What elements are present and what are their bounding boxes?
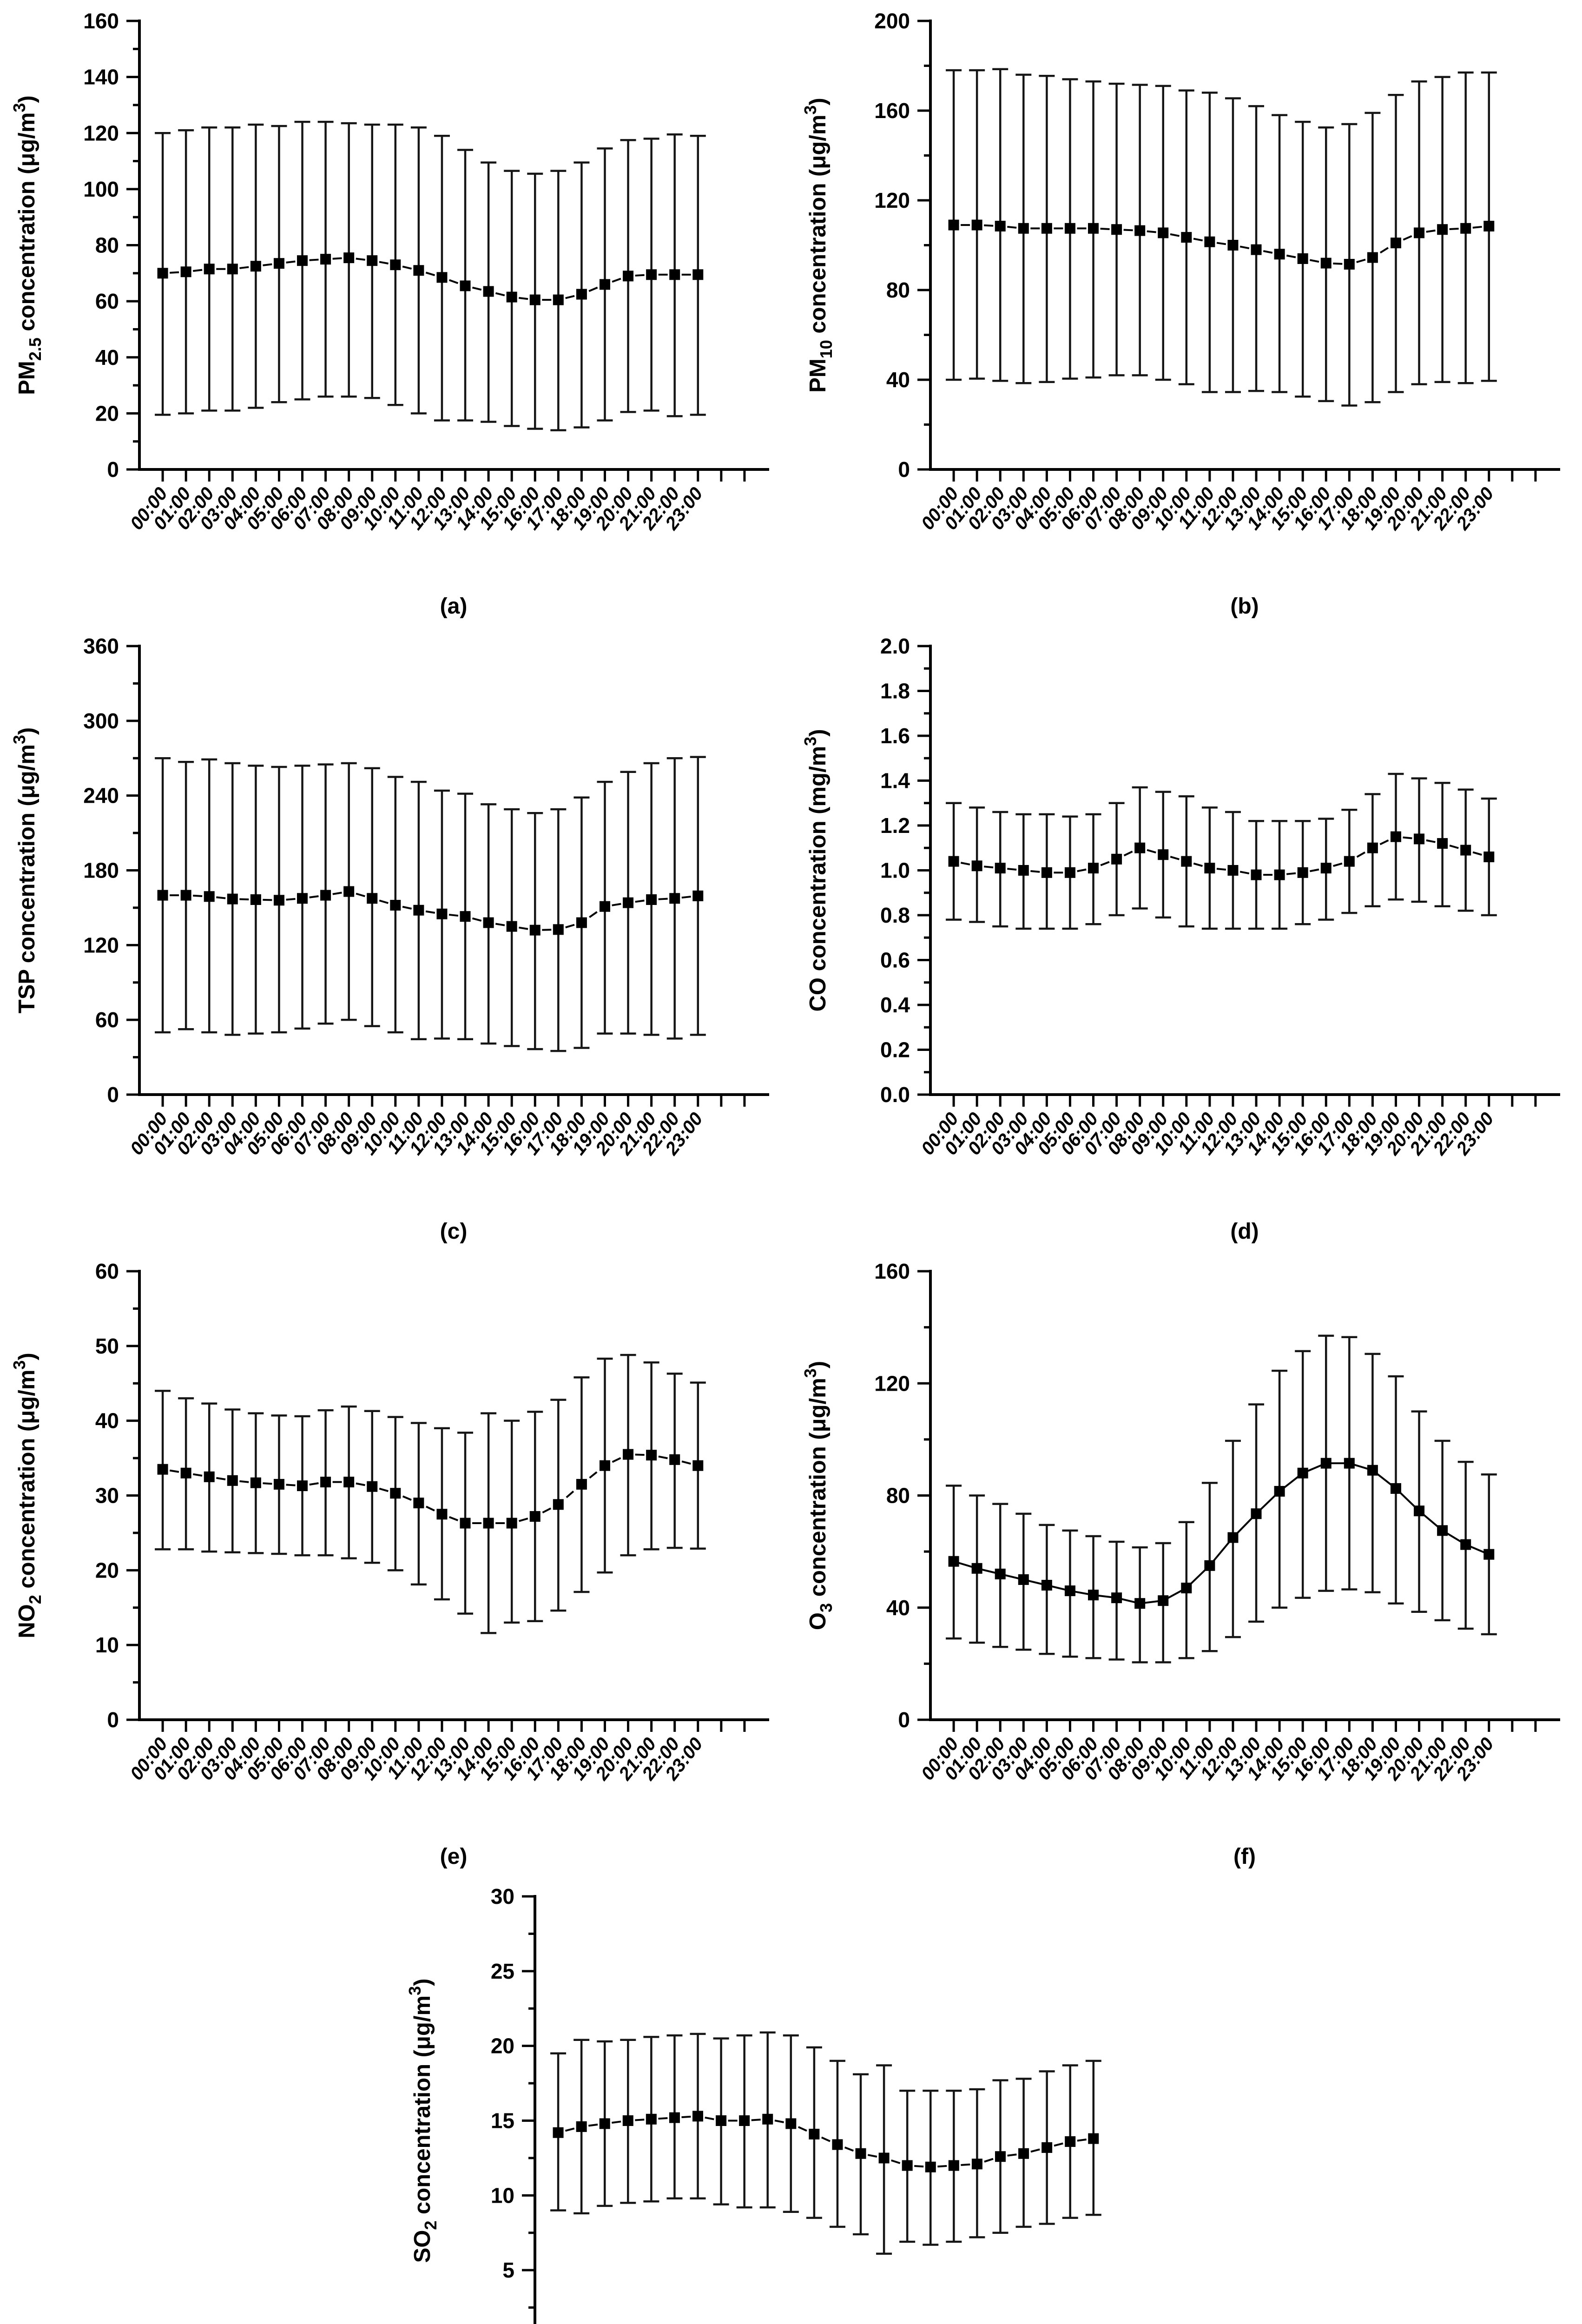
- figure-row-1: 0 20 40 60 80 100 120 140 160 00:00 01:00 02:00 03:0…: [0, 0, 1582, 625]
- svg-text:80: 80: [886, 278, 910, 302]
- chart-panel-f: 0 40 80 120 160 00:00 01:00 02:00 03:00 04:00 05:0…: [791, 1250, 1582, 1875]
- svg-text:(e): (e): [440, 1844, 468, 1869]
- svg-text:140: 140: [83, 65, 119, 89]
- figure-row-3: 0 10 20 30 40 50 60 00:00 01:00 02:00 03:00 04:00 05…: [0, 1250, 1582, 1875]
- svg-text:(c): (c): [440, 1219, 468, 1244]
- chart-panel-e: 0 10 20 30 40 50 60 00:00 01:00 02:00 03:00 04:00 05…: [0, 1250, 791, 1875]
- chart-canvas-g: 05101520253000:0001:0002:0003:0004:0005:…: [405, 1884, 1101, 2324]
- svg-text:1.2: 1.2: [880, 813, 910, 838]
- figure-row-2: 0 60 120 180 240 300 360 00:00 01:00 02:00 03:00 04…: [0, 625, 1582, 1250]
- svg-text:60: 60: [95, 1008, 119, 1032]
- svg-text:5: 5: [502, 2258, 514, 2282]
- svg-text:120: 120: [83, 933, 119, 957]
- svg-text:40: 40: [95, 1409, 119, 1433]
- svg-text:1.8: 1.8: [880, 679, 910, 703]
- svg-text:0.4: 0.4: [880, 993, 910, 1017]
- svg-text:10: 10: [491, 2183, 514, 2207]
- chart-panel-d: 0.0 0.2 0.4 0.6 0.8 1.0 1.2 1.4 1.6 1.8 2.0 00:00 01…: [791, 625, 1582, 1250]
- svg-text:120: 120: [874, 188, 910, 212]
- svg-text:300: 300: [83, 709, 119, 733]
- svg-text:30: 30: [95, 1484, 119, 1508]
- svg-text:50: 50: [95, 1334, 119, 1358]
- svg-text:0: 0: [898, 1708, 910, 1732]
- svg-text:(a): (a): [440, 594, 468, 619]
- chart-canvas-c: 06012018024030036000:0001:0002:0003:0004…: [10, 634, 769, 1244]
- svg-text:O3 concentration (μg/m3): O3 concentration (μg/m3): [801, 1361, 836, 1630]
- svg-text:30: 30: [491, 1884, 514, 1908]
- svg-text:NO2 concentration (μg/m3): NO2 concentration (μg/m3): [10, 1353, 45, 1638]
- svg-text:20: 20: [491, 2034, 514, 2058]
- svg-text:(f): (f): [1233, 1844, 1256, 1869]
- svg-text:2.0: 2.0: [880, 634, 910, 658]
- svg-text:1.4: 1.4: [880, 769, 910, 793]
- svg-text:15: 15: [491, 2109, 514, 2133]
- chart-panel-g: 05101520253000:0001:0002:0003:0004:0005:…: [396, 1875, 1186, 2324]
- svg-text:100: 100: [83, 177, 119, 201]
- svg-text:0.2: 0.2: [880, 1038, 910, 1062]
- svg-text:0: 0: [107, 1708, 119, 1732]
- chart-panel-c: 0 60 120 180 240 300 360 00:00 01:00 02:00 03:00 04…: [0, 625, 791, 1250]
- chart-panel-b: 0 40 80 120 160 200 00:00 01:00 02:00 03:00 04:00 0…: [791, 0, 1582, 625]
- chart-panel-a: 0 20 40 60 80 100 120 140 160 00:00 01:00 02:00 03:0…: [0, 0, 791, 625]
- svg-text:0: 0: [107, 457, 119, 482]
- svg-text:1.6: 1.6: [880, 724, 910, 748]
- svg-text:0: 0: [107, 1083, 119, 1107]
- chart-canvas-f: 0408012016000:0001:0002:0003:0004:0005:0…: [801, 1259, 1560, 1869]
- svg-text:120: 120: [874, 1371, 910, 1395]
- svg-text:1.0: 1.0: [880, 858, 910, 883]
- svg-text:120: 120: [83, 121, 119, 145]
- svg-text:20: 20: [95, 401, 119, 425]
- svg-text:200: 200: [874, 9, 910, 33]
- svg-text:0: 0: [898, 457, 910, 482]
- svg-text:40: 40: [95, 345, 119, 370]
- chart-canvas-d: 0.00.20.40.60.81.01.21.41.61.82.000:0001…: [801, 634, 1560, 1244]
- svg-text:25: 25: [491, 1959, 514, 1983]
- svg-text:80: 80: [886, 1484, 910, 1508]
- chart-canvas-e: 010203040506000:0001:0002:0003:0004:0005…: [10, 1259, 769, 1869]
- svg-text:PM2.5 concentration (μg/m3): PM2.5 concentration (μg/m3): [10, 95, 45, 395]
- svg-text:360: 360: [83, 634, 119, 658]
- svg-text:10: 10: [95, 1633, 119, 1657]
- svg-text:160: 160: [874, 1259, 910, 1283]
- svg-text:0.8: 0.8: [880, 903, 910, 927]
- svg-text:TSP concentration (μg/m3): TSP concentration (μg/m3): [10, 727, 40, 1013]
- svg-text:160: 160: [83, 9, 119, 33]
- svg-text:60: 60: [95, 1259, 119, 1283]
- chart-canvas-a: 02040608010012014016000:0001:0002:0003:0…: [10, 9, 769, 619]
- svg-text:20: 20: [95, 1558, 119, 1582]
- svg-text:40: 40: [886, 368, 910, 392]
- svg-text:80: 80: [95, 233, 119, 257]
- chart-canvas-b: 0408012016020000:0001:0002:0003:0004:000…: [801, 9, 1560, 619]
- svg-text:PM10 concentration (μg/m3): PM10 concentration (μg/m3): [801, 98, 836, 393]
- svg-text:CO concentration (mg/m3): CO concentration (mg/m3): [801, 729, 831, 1011]
- svg-text:240: 240: [83, 784, 119, 808]
- svg-text:160: 160: [874, 99, 910, 123]
- figure-row-4: 05101520253000:0001:0002:0003:0004:0005:…: [0, 1875, 1582, 2324]
- svg-text:(d): (d): [1230, 1219, 1259, 1244]
- svg-text:40: 40: [886, 1596, 910, 1620]
- svg-text:0.6: 0.6: [880, 948, 910, 972]
- svg-text:SO2 concentration (μg/m3): SO2 concentration (μg/m3): [405, 1979, 440, 2263]
- svg-text:0.0: 0.0: [880, 1083, 910, 1107]
- svg-text:(b): (b): [1230, 594, 1259, 619]
- svg-text:180: 180: [83, 858, 119, 883]
- svg-text:60: 60: [95, 289, 119, 313]
